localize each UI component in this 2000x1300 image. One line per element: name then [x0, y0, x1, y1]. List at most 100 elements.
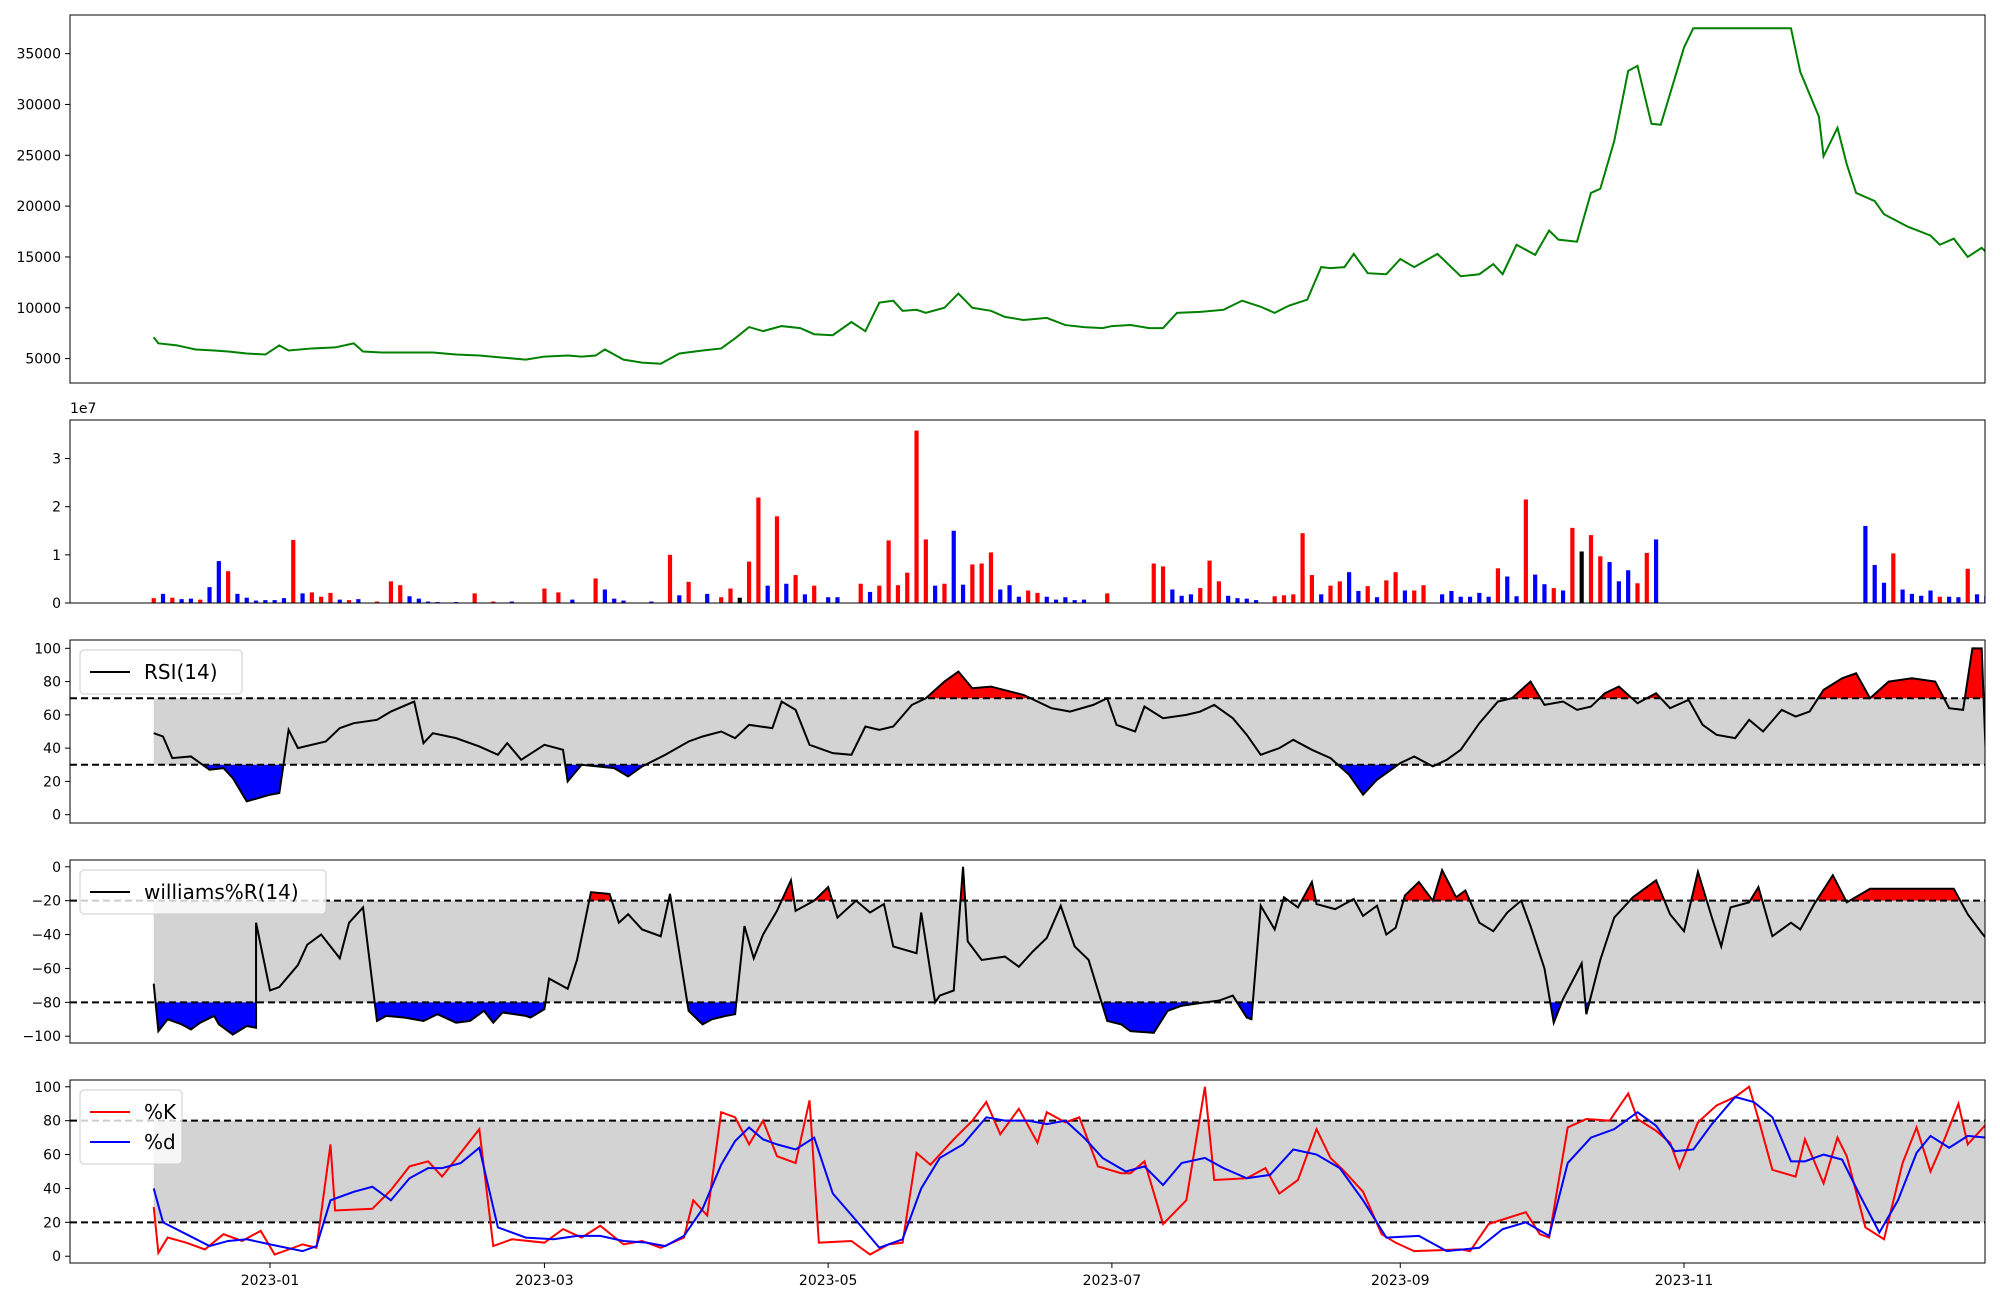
stoch-axes-frame: [69, 1079, 1986, 1264]
volume-bar: [1384, 580, 1389, 603]
volume-bar: [1947, 596, 1952, 603]
volume-bar: [905, 572, 910, 603]
volume-bar: [319, 596, 324, 603]
volume-bar: [1919, 595, 1924, 603]
volume-bar: [1374, 597, 1380, 603]
volume-bar: [1588, 535, 1594, 603]
volume-bar: [1235, 598, 1240, 603]
stochastic-panel: 0 20 40 60 80 100 2023-01 2023-03 2023-05 2023-07…: [34, 1079, 1986, 1289]
volume-bar: [1644, 552, 1649, 603]
volume-bar: [1412, 590, 1417, 603]
volume-bar: [1402, 590, 1408, 603]
volume-bar: [1928, 590, 1933, 603]
volume-bar: [979, 563, 984, 603]
volume-bar: [235, 593, 240, 603]
volume-bar: [1891, 553, 1896, 603]
volume-bar: [1291, 594, 1296, 603]
volume-bar: [914, 430, 919, 603]
x-tick-label: 2023-11: [1655, 1273, 1714, 1289]
volume-bar: [705, 593, 710, 603]
volume-bar: [1909, 593, 1915, 603]
volume-bar: [416, 598, 421, 603]
williams-ytick-label: −40: [31, 928, 61, 944]
williams-overbought-fill: [1691, 871, 1707, 901]
volume-bar: [998, 589, 1003, 603]
stoch-k-line: [152, 1085, 1985, 1256]
volume-bar: [281, 598, 287, 603]
volume-bar: [1253, 600, 1259, 603]
rsi-legend: [79, 649, 243, 695]
volume-bar: [356, 599, 361, 603]
volume-bar: [1244, 598, 1249, 603]
volume-bar: [1309, 575, 1314, 603]
volume-bar: [774, 516, 780, 603]
volume-bar: [1994, 597, 1998, 603]
williams-overbought-fill: [1629, 880, 1665, 901]
volume-bar: [151, 598, 156, 603]
volume-bar: [1965, 568, 1970, 603]
volume-bar: [895, 585, 901, 603]
rsi-legend-label: RSI(14): [144, 660, 218, 684]
stoch-ytick-label: 0: [52, 1249, 61, 1265]
volume-bar: [472, 593, 477, 603]
volume-bar: [1900, 589, 1905, 603]
volume-bar: [179, 599, 184, 603]
williams-overbought-fill: [1432, 870, 1470, 901]
volume-bar: [1105, 593, 1110, 603]
volume-bar: [1016, 596, 1021, 603]
volume-bar: [1937, 596, 1942, 603]
volume-bar: [1449, 590, 1454, 603]
volume-bar: [1198, 588, 1203, 603]
price-ytick-label: 10000: [16, 301, 61, 317]
volume-ytick-label: 2: [52, 500, 61, 516]
rsi-ytick-label: 20: [43, 774, 61, 790]
volume-bar: [407, 596, 412, 603]
volume-bar: [300, 593, 305, 603]
volume-bar: [207, 587, 212, 603]
stoch-plot-area: [70, 1085, 1985, 1256]
price-ytick-label: 30000: [16, 97, 61, 113]
volume-bar: [1160, 566, 1166, 603]
volume-bar: [272, 600, 277, 603]
volume-bar: [1053, 599, 1059, 603]
volume-bar: [1421, 585, 1426, 603]
volume-bar: [1560, 590, 1566, 603]
williams-oversold-fill: [687, 1002, 737, 1025]
williams-legend: [79, 869, 327, 915]
rsi-plot-area: [70, 647, 1985, 803]
price-line: [152, 27, 1985, 365]
volume-bar: [309, 592, 314, 603]
williams-overbought-fill: [1403, 882, 1433, 901]
volume-bar: [677, 595, 682, 603]
volume-bar: [593, 578, 598, 603]
volume-bar: [602, 589, 607, 603]
volume-bar: [337, 599, 342, 603]
volume-bar: [556, 592, 561, 603]
volume-bar: [198, 599, 203, 603]
stoch-ytick-label: 20: [43, 1215, 61, 1231]
volume-bar: [612, 598, 617, 603]
price-ytick-label: 5000: [25, 352, 61, 368]
volume-bar: [188, 598, 194, 603]
volume-bar: [835, 597, 840, 603]
volume-bar: [1179, 595, 1184, 603]
volume-axes-frame: [69, 419, 1986, 604]
volume-bar: [1044, 596, 1049, 603]
volume-bar: [1974, 594, 1980, 603]
williams-ytick-label: −20: [31, 894, 61, 910]
stoch-legend-label: %d: [144, 1130, 176, 1154]
volume-bar: [1616, 581, 1621, 603]
volume-bar: [765, 585, 770, 603]
volume-bar: [1328, 585, 1333, 603]
williams-ytick-label: −100: [23, 1029, 61, 1045]
rsi-ytick-label: 40: [43, 741, 61, 757]
volume-bar: [867, 591, 873, 603]
volume-bar: [244, 597, 249, 603]
x-tick-label: 2023-03: [515, 1273, 574, 1289]
volume-bar: [1881, 582, 1887, 603]
volume-bar: [1598, 556, 1603, 603]
volume-bar: [388, 581, 394, 603]
williams-r-line: [152, 866, 1985, 1036]
volume-ytick-label: 1: [52, 548, 61, 564]
volume-bar: [1272, 596, 1277, 603]
